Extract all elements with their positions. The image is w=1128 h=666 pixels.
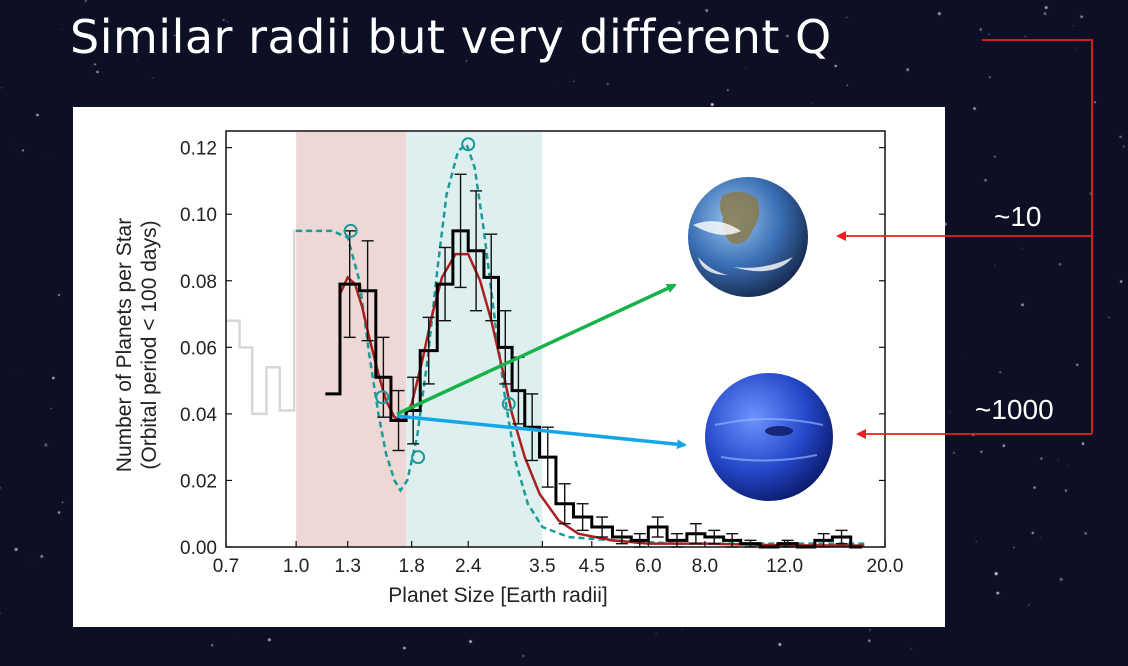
y-tick-label: 0.02 xyxy=(180,471,217,492)
earth-arrow xyxy=(396,283,677,416)
bracket-line xyxy=(982,39,1093,434)
x-axis-label: Planet Size [Earth radii] xyxy=(388,584,607,607)
error-bar-7 xyxy=(439,246,452,322)
y-axis-label-line1: Number of Planets per Star xyxy=(113,218,136,472)
x-tick-label: 8.0 xyxy=(692,556,718,577)
x-tick-label: 0.7 xyxy=(213,556,239,577)
slide-title: Similar radii but very different Q xyxy=(70,10,832,64)
teal-marker-1 xyxy=(375,390,390,405)
y-tick-label: 0.04 xyxy=(180,405,217,426)
neptune-arrow xyxy=(396,414,687,450)
earth-icon xyxy=(688,177,808,297)
teal-marker-3 xyxy=(461,137,476,152)
red-fit-curve xyxy=(338,252,865,547)
error-bar-30 xyxy=(835,529,848,545)
error-bar-17 xyxy=(596,516,609,538)
error-bar-16 xyxy=(576,503,589,532)
error-bar-2 xyxy=(361,240,374,342)
teal-marker-0 xyxy=(343,223,358,238)
plot-frame xyxy=(225,130,886,548)
error-bar-13 xyxy=(526,393,539,462)
error-bar-1 xyxy=(343,230,356,339)
chart-panel: 0.7 1.0 1.3 1.8 2.4 3.5 4.5 6.0 8.0 12.0 20.0 0.00 0… xyxy=(73,107,945,627)
error-bar-14 xyxy=(541,426,554,488)
x-tick-label: 20.0 xyxy=(867,556,904,577)
x-tick-label: 3.5 xyxy=(529,556,555,577)
error-bar-5 xyxy=(407,376,420,445)
error-bar-10 xyxy=(485,233,498,322)
y-tick-label: 0.10 xyxy=(180,205,217,226)
x-tick-label: 4.5 xyxy=(579,556,605,577)
x-tick-label: 1.8 xyxy=(398,556,424,577)
error-bar-20 xyxy=(651,516,664,538)
y-tick-label: 0.08 xyxy=(180,272,217,293)
teal-marker-4 xyxy=(501,396,516,411)
teal-marker-2 xyxy=(411,450,426,465)
error-bar-11 xyxy=(499,310,512,385)
planet-size-histogram-chart: 0.7 1.0 1.3 1.8 2.4 3.5 4.5 6.0 8.0 12.0 20.0 0.00 0… xyxy=(113,130,904,607)
x-tick-label: 2.4 xyxy=(455,556,482,577)
error-bar-18 xyxy=(615,529,628,545)
y-tick-label: 0.00 xyxy=(180,538,217,559)
error-bar-15 xyxy=(558,483,571,525)
shaded-region-0 xyxy=(296,131,407,547)
error-bar-6 xyxy=(422,316,435,385)
y-tick-label: 0.12 xyxy=(180,139,217,160)
q-label-neptune: ~1000 xyxy=(975,394,1054,425)
error-bar-9 xyxy=(470,190,483,312)
x-tick-label: 1.0 xyxy=(283,556,309,577)
faded-histogram-line xyxy=(226,229,321,416)
x-tick-label: 6.0 xyxy=(635,556,661,577)
x-tick-label: 12.0 xyxy=(766,556,803,577)
x-tick-label: 1.3 xyxy=(334,556,360,577)
neptune-icon xyxy=(705,373,833,501)
y-tick-label: 0.06 xyxy=(180,338,217,359)
q-label-earth: ~10 xyxy=(994,201,1042,232)
error-bar-8 xyxy=(454,173,467,289)
error-bar-22 xyxy=(689,523,702,545)
y-axis-label-line2: (Orbital period < 100 days) xyxy=(138,220,161,469)
error-bar-4 xyxy=(392,389,405,452)
error-bar-23 xyxy=(708,529,721,545)
